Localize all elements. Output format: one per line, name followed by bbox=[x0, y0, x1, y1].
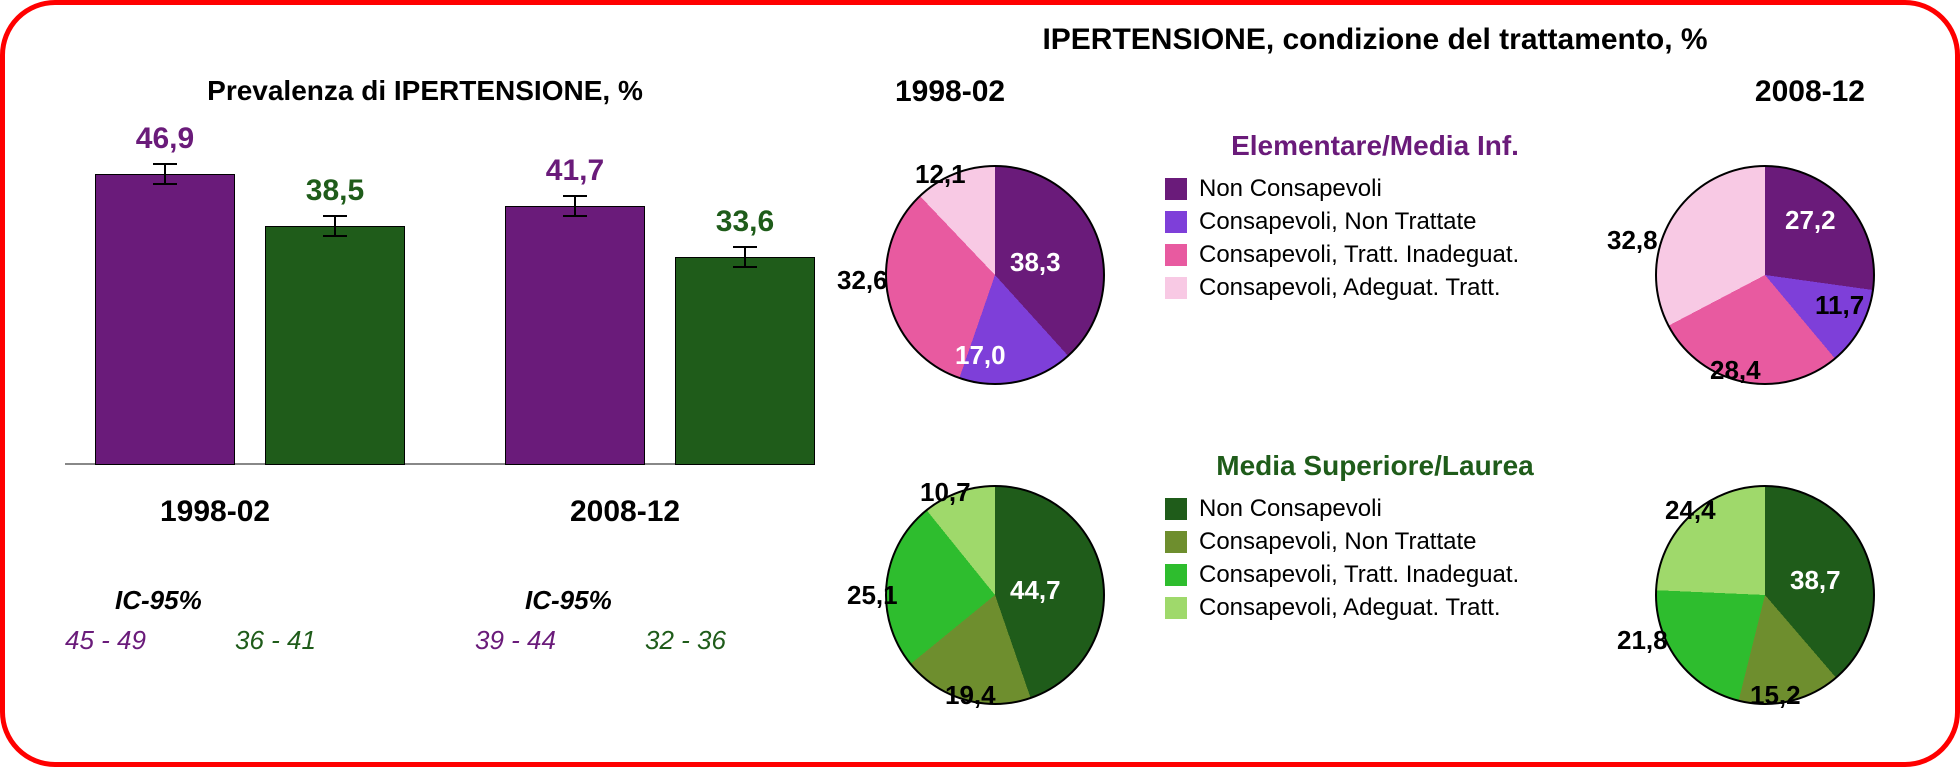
error-cap bbox=[323, 215, 347, 217]
group-title: Elementare/Media Inf. bbox=[1165, 130, 1585, 162]
bar bbox=[265, 226, 405, 465]
bar-value-label: 41,7 bbox=[505, 154, 645, 188]
legend-swatch bbox=[1165, 498, 1187, 520]
legend-item: Non Consapevoli bbox=[1165, 175, 1585, 203]
legend-swatch bbox=[1165, 597, 1187, 619]
ic-range: 45 - 49 bbox=[65, 625, 146, 656]
period-label: 1998-02 bbox=[160, 495, 270, 529]
pie-slice-label: 32,6 bbox=[837, 265, 888, 296]
pie-slice-label: 19,4 bbox=[945, 680, 996, 711]
bar-value-label: 33,6 bbox=[675, 205, 815, 239]
error-bar bbox=[164, 164, 166, 184]
error-cap bbox=[153, 183, 177, 185]
legend-swatch bbox=[1165, 244, 1187, 266]
legend-label: Non Consapevoli bbox=[1199, 495, 1382, 523]
bar bbox=[95, 174, 235, 465]
legend-swatch bbox=[1165, 277, 1187, 299]
chart-frame: Prevalenza di IPERTENSIONE, % 46,9 38,5 41… bbox=[0, 0, 1960, 767]
legend-label: Consapevoli, Tratt. Inadeguat. bbox=[1199, 241, 1519, 269]
column-header-left: 1998-02 bbox=[895, 75, 1005, 109]
pie-slice-label: 25,1 bbox=[847, 580, 898, 611]
error-cap bbox=[563, 195, 587, 197]
legend-item: Consapevoli, Non Trattate bbox=[1165, 208, 1585, 236]
legend-label: Consapevoli, Non Trattate bbox=[1199, 528, 1477, 556]
legend-item: Consapevoli, Non Trattate bbox=[1165, 528, 1585, 556]
period-label: 2008-12 bbox=[570, 495, 680, 529]
pie-slice-label: 38,7 bbox=[1790, 565, 1841, 596]
legend-swatch bbox=[1165, 564, 1187, 586]
bar-chart-panel: Prevalenza di IPERTENSIONE, % 46,9 38,5 41… bbox=[45, 45, 805, 735]
legend: Non Consapevoli Consapevoli, Non Trattate… bbox=[1165, 170, 1585, 307]
bar bbox=[505, 206, 645, 465]
legend-label: Consapevoli, Adeguat. Tratt. bbox=[1199, 274, 1501, 302]
legend-swatch bbox=[1165, 531, 1187, 553]
pie-slice-label: 32,8 bbox=[1607, 225, 1658, 256]
legend-swatch bbox=[1165, 211, 1187, 233]
bar bbox=[675, 257, 815, 465]
legend-item: Consapevoli, Adeguat. Tratt. bbox=[1165, 594, 1585, 622]
legend-label: Consapevoli, Tratt. Inadeguat. bbox=[1199, 561, 1519, 589]
pie-slice-label: 28,4 bbox=[1710, 355, 1761, 386]
legend: Non Consapevoli Consapevoli, Non Trattate… bbox=[1165, 490, 1585, 627]
legend-label: Consapevoli, Non Trattate bbox=[1199, 208, 1477, 236]
ic-range: 32 - 36 bbox=[645, 625, 726, 656]
bar-value-label: 38,5 bbox=[265, 174, 405, 208]
pie-slice-label: 12,1 bbox=[915, 159, 966, 190]
error-cap bbox=[733, 266, 757, 268]
error-cap bbox=[563, 215, 587, 217]
error-bar bbox=[744, 247, 746, 267]
error-bar bbox=[574, 196, 576, 216]
ic-range: 36 - 41 bbox=[235, 625, 316, 656]
legend-item: Non Consapevoli bbox=[1165, 495, 1585, 523]
pie-slice-label: 21,8 bbox=[1617, 625, 1668, 656]
pie-panel-title: IPERTENSIONE, condizione del trattamento… bbox=[825, 23, 1925, 57]
pie-slice-label: 38,3 bbox=[1010, 247, 1061, 278]
pie-chart-panel: IPERTENSIONE, condizione del trattamento… bbox=[825, 15, 1925, 745]
ic-title: IC-95% bbox=[115, 585, 202, 616]
legend-label: Non Consapevoli bbox=[1199, 175, 1382, 203]
pie-chart bbox=[885, 485, 1105, 705]
pie-slice-label: 17,0 bbox=[955, 340, 1006, 371]
error-bar bbox=[334, 216, 336, 236]
ic-title: IC-95% bbox=[525, 585, 612, 616]
bar-value-label: 46,9 bbox=[95, 122, 235, 156]
pie-slice-label: 15,2 bbox=[1750, 680, 1801, 711]
group-title: Media Superiore/Laurea bbox=[1165, 450, 1585, 482]
error-cap bbox=[323, 235, 347, 237]
bar-chart-area: 46,938,541,733,6 bbox=[65, 155, 785, 465]
pie-slice-label: 44,7 bbox=[1010, 575, 1061, 606]
pie-slice-label: 27,2 bbox=[1785, 205, 1836, 236]
ic-range: 39 - 44 bbox=[475, 625, 556, 656]
error-cap bbox=[733, 246, 757, 248]
pie-slice-label: 10,7 bbox=[920, 477, 971, 508]
pie-slice-label: 24,4 bbox=[1665, 495, 1716, 526]
pie-chart bbox=[1655, 165, 1875, 385]
legend-swatch bbox=[1165, 178, 1187, 200]
pie-slice-label: 11,7 bbox=[1815, 290, 1864, 321]
column-header-right: 2008-12 bbox=[1755, 75, 1865, 109]
legend-item: Consapevoli, Adeguat. Tratt. bbox=[1165, 274, 1585, 302]
bar-chart-title: Prevalenza di IPERTENSIONE, % bbox=[45, 75, 805, 107]
error-cap bbox=[153, 163, 177, 165]
legend-label: Consapevoli, Adeguat. Tratt. bbox=[1199, 594, 1501, 622]
legend-item: Consapevoli, Tratt. Inadeguat. bbox=[1165, 561, 1585, 589]
legend-item: Consapevoli, Tratt. Inadeguat. bbox=[1165, 241, 1585, 269]
